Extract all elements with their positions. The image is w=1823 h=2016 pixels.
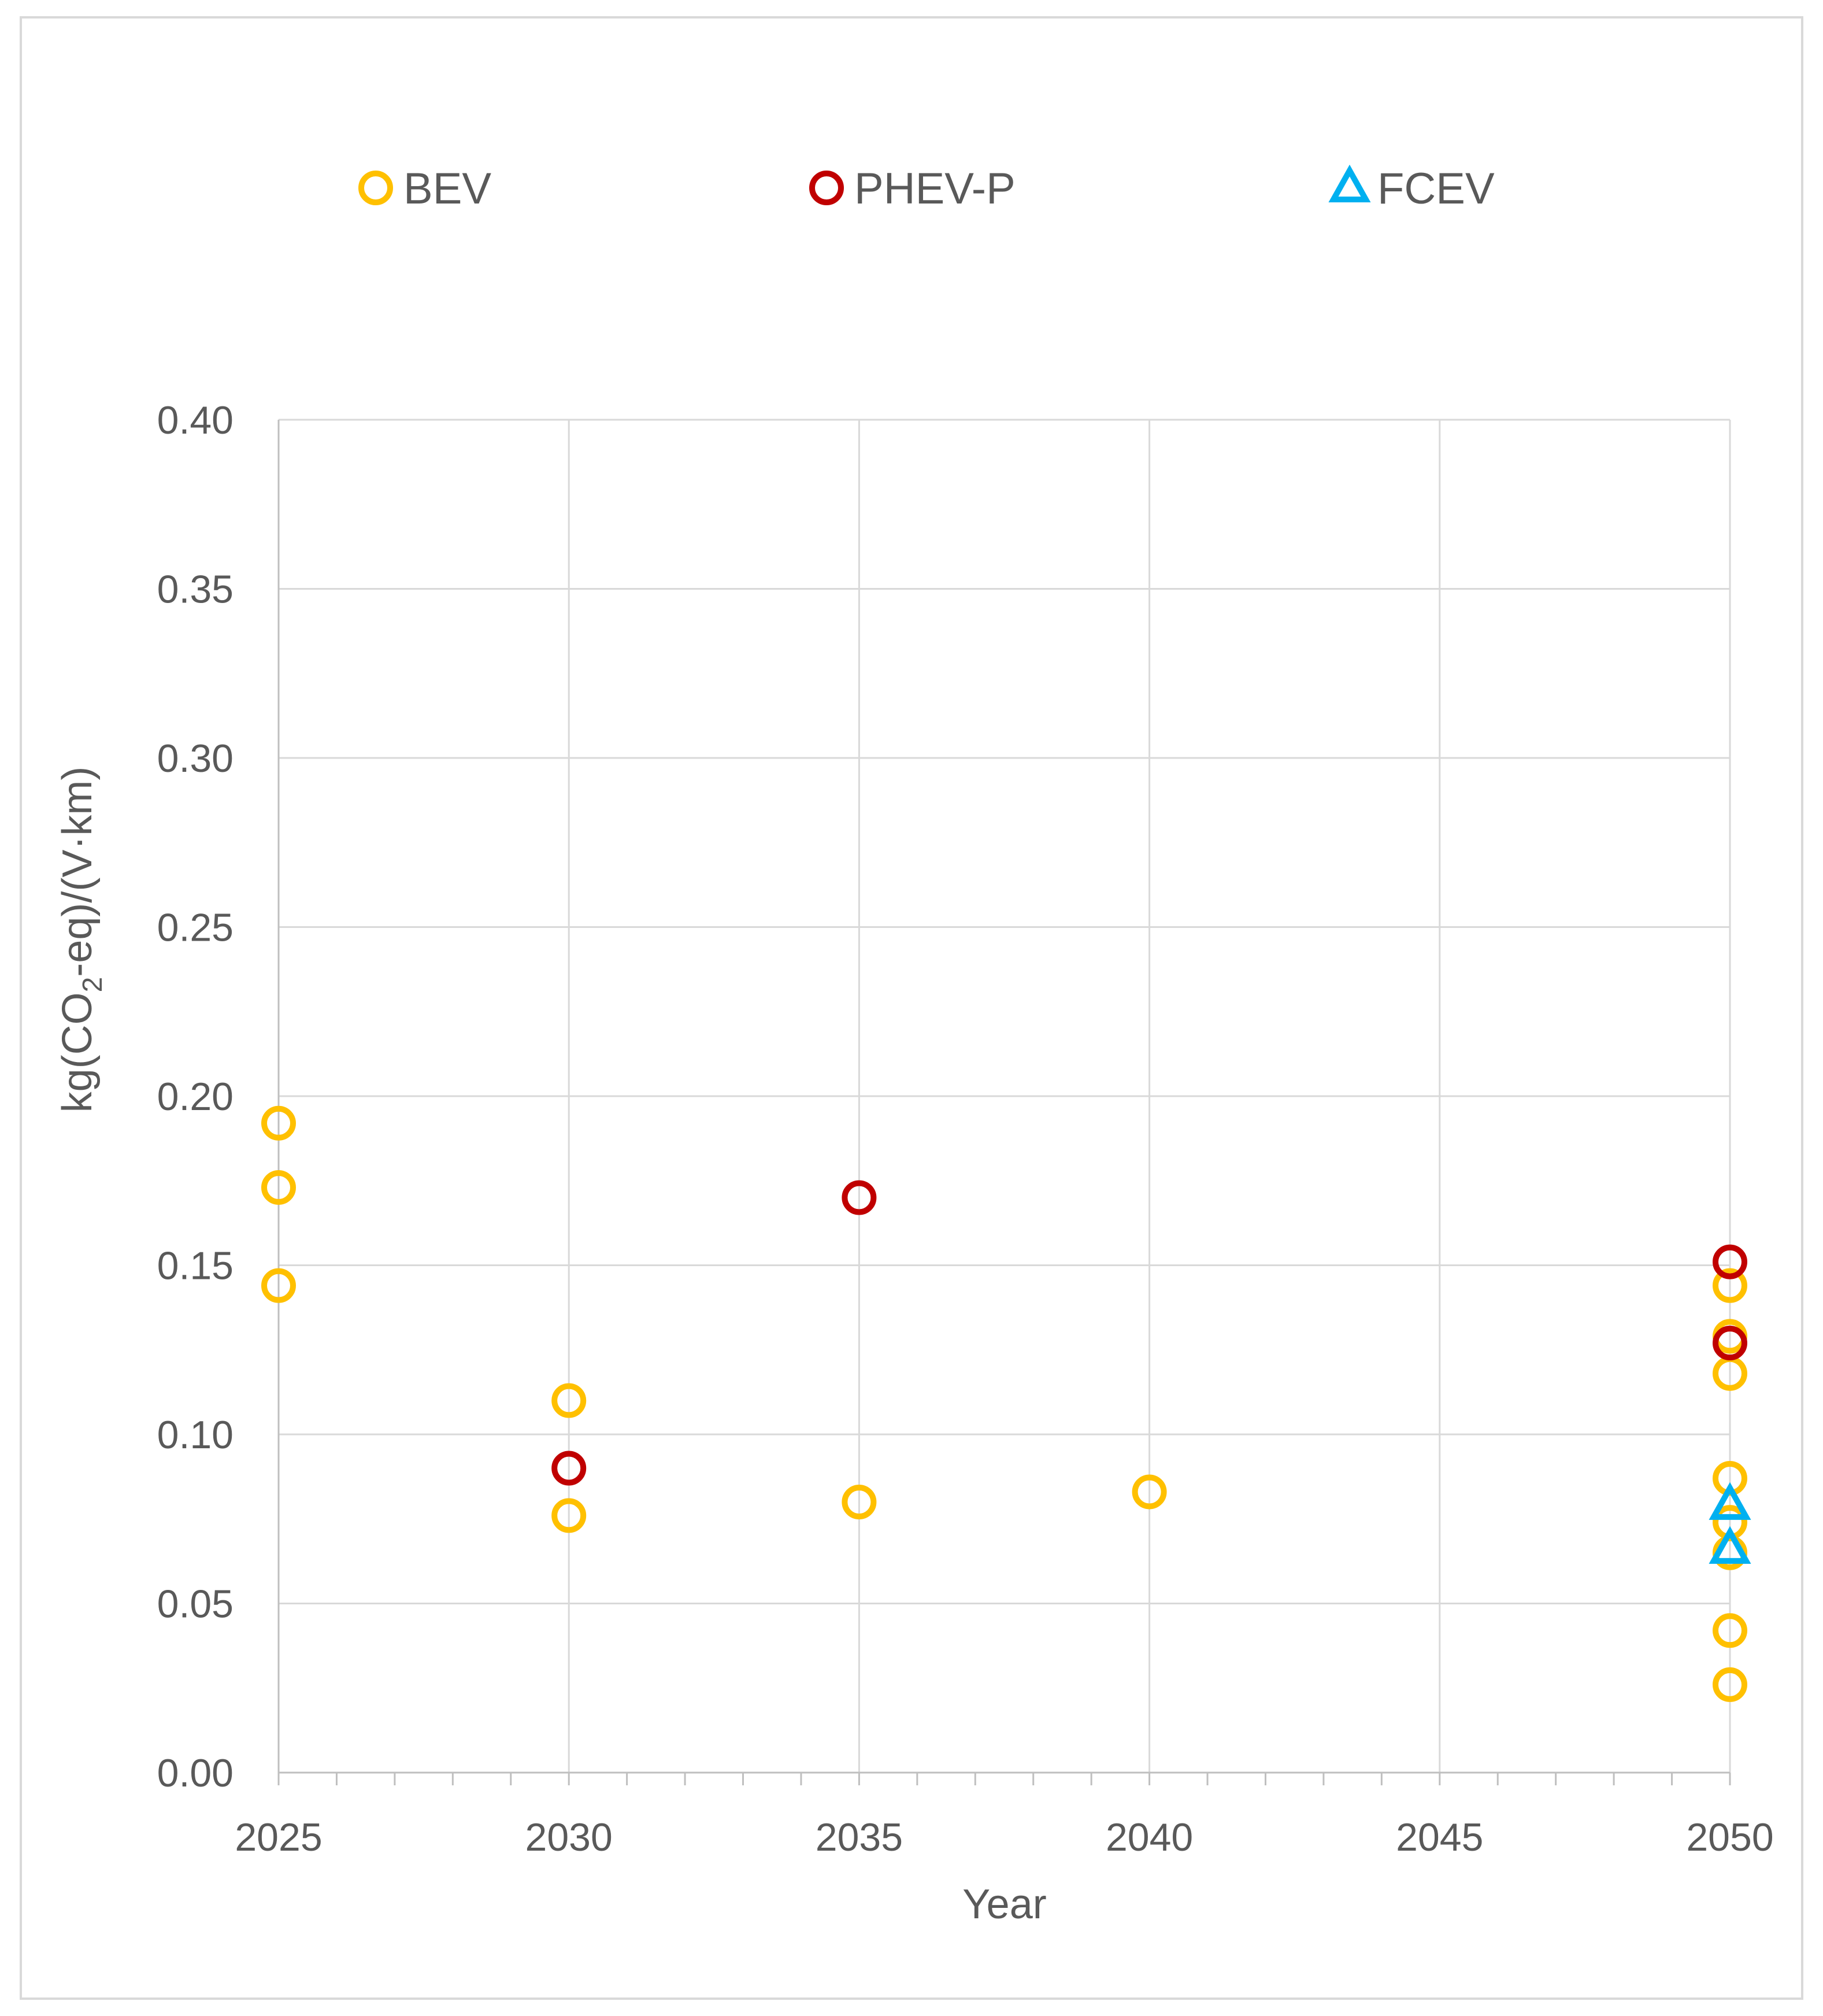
y-tick-label: 0.10 [157,1413,234,1457]
bev-point [842,1485,877,1519]
bev-point [261,1268,296,1303]
bev-point [1713,1613,1747,1648]
legend-marker-fcev [1328,164,1371,202]
legend-marker-bev [358,171,393,205]
legend-marker-phev-p [809,171,844,205]
phev-p-point [1713,1244,1747,1279]
fcev-point [1709,1482,1751,1520]
y-tick-label: 0.15 [157,1244,234,1288]
bev-point [1713,1268,1747,1303]
y-tick-label: 0.40 [157,398,234,442]
y-axis-title-suffix: -eq)/(V·km) [54,767,101,977]
y-axis-title-subscript: 2 [77,977,108,993]
bev-point [551,1383,587,1418]
bev-point [261,1105,296,1141]
y-tick-label: 0.00 [157,1751,234,1795]
x-tick-label: 2050 [1686,1815,1773,1859]
phev-p-point [842,1180,877,1215]
bev-point [1132,1474,1167,1510]
phev-p-point [551,1451,587,1486]
legend-label-phev-p: PHEV-P [854,164,1016,213]
x-tick-label: 2045 [1396,1815,1483,1859]
data-points [261,1105,1751,1702]
bev-point [1713,1667,1747,1702]
y-tick-label: 0.05 [157,1582,234,1626]
axes [277,420,1730,1774]
legend: BEV PHEV-P FCEV [358,164,1495,213]
bev-point [551,1498,587,1533]
legend-label-fcev: FCEV [1377,164,1495,213]
y-tick-label: 0.20 [157,1075,234,1119]
fcev-point [1709,1526,1751,1564]
y-axis-ticks: 0.00 0.05 0.10 0.15 0.20 0.25 0.30 0.35 0.40 [157,398,234,1795]
gridlines [279,419,1731,1773]
legend-label-bev: BEV [403,164,491,213]
y-axis-title-prefix: kg(CO [54,992,101,1112]
y-tick-label: 0.25 [157,906,234,950]
x-axis-ticks: 2025 2030 2035 2040 2045 2050 [235,1773,1774,1859]
x-tick-label: 2030 [525,1815,613,1859]
y-tick-label: 0.30 [157,737,234,780]
x-tick-label: 2025 [235,1815,322,1859]
y-axis-title: kg(CO2-eq)/(V·km) [54,767,108,1113]
chart-frame [20,16,1803,2000]
bev-point [261,1170,296,1205]
phev-p-point [1713,1326,1747,1361]
y-tick-label: 0.35 [157,568,234,612]
x-tick-label: 2035 [816,1815,903,1859]
x-axis-title: Year [962,1881,1046,1928]
x-tick-label: 2040 [1106,1815,1193,1859]
